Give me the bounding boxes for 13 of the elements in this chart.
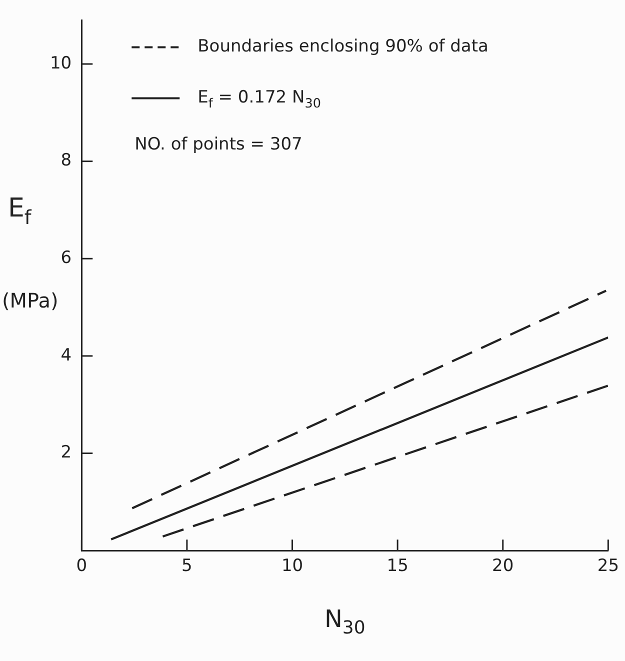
x-tick-label: 0 bbox=[76, 556, 88, 576]
x-tick-label: 10 bbox=[281, 556, 304, 576]
x-tick-label: 25 bbox=[597, 556, 620, 576]
y-tick-label: 6 bbox=[60, 248, 72, 268]
x-tick-label: 15 bbox=[386, 556, 408, 576]
legend-label: Boundaries enclosing 90% of data bbox=[198, 36, 488, 57]
y-tick-label: 8 bbox=[60, 150, 72, 171]
y-tick-label: 10 bbox=[50, 53, 72, 74]
y-tick-label: 2 bbox=[60, 442, 72, 463]
annotation: NO. of points = 307 bbox=[134, 134, 302, 155]
x-tick-label: 20 bbox=[492, 556, 514, 576]
x-tick-label: 5 bbox=[182, 556, 192, 576]
y-tick-label: 4 bbox=[60, 345, 72, 366]
